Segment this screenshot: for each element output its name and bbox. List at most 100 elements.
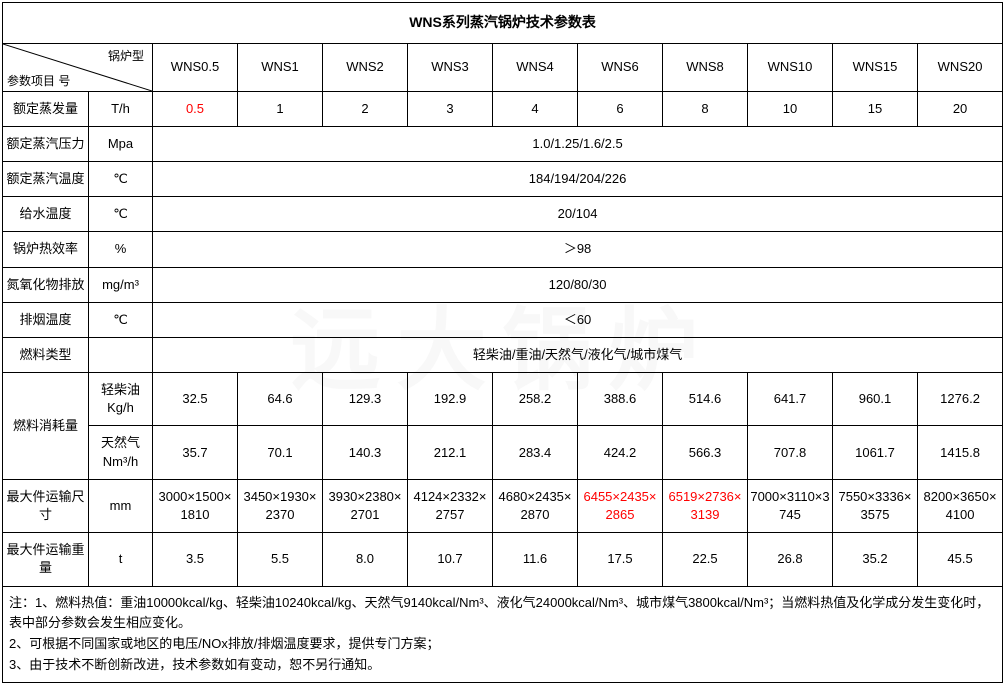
cell: 20 bbox=[918, 91, 1003, 126]
cell: 212.1 bbox=[408, 426, 493, 479]
cell: 10 bbox=[748, 91, 833, 126]
cell: 3.5 bbox=[153, 533, 238, 586]
note-line: 注：1、燃料热值：重油10000kcal/kg、轻柴油10240kcal/kg、… bbox=[9, 595, 989, 631]
row-unit: 天然气Nm³/h bbox=[89, 426, 153, 479]
model-header: WNS8 bbox=[663, 43, 748, 91]
row-unit: mm bbox=[89, 479, 153, 532]
cell: 10.7 bbox=[408, 533, 493, 586]
merged-cell: 120/80/30 bbox=[153, 267, 1003, 302]
table-title: WNS系列蒸汽锅炉技术参数表 bbox=[3, 3, 1003, 44]
cell: 258.2 bbox=[493, 373, 578, 426]
cell: 1415.8 bbox=[918, 426, 1003, 479]
row-label: 额定蒸汽压力 bbox=[3, 126, 89, 161]
row-label: 最大件运输重量 bbox=[3, 533, 89, 586]
notes-row: 注：1、燃料热值：重油10000kcal/kg、轻柴油10240kcal/kg、… bbox=[3, 586, 1003, 682]
header-row: 锅炉型 参数项目 号 WNS0.5 WNS1 WNS2 WNS3 WNS4 WN… bbox=[3, 43, 1003, 91]
cell: 7550×3336×3575 bbox=[833, 479, 918, 532]
cell: 5.5 bbox=[238, 533, 323, 586]
model-header: WNS2 bbox=[323, 43, 408, 91]
cell: 641.7 bbox=[748, 373, 833, 426]
cell: 3000×1500×1810 bbox=[153, 479, 238, 532]
row-unit bbox=[89, 337, 153, 372]
cell: 283.4 bbox=[493, 426, 578, 479]
diag-top-label: 锅炉型 bbox=[108, 48, 144, 65]
model-header: WNS20 bbox=[918, 43, 1003, 91]
row-unit: ℃ bbox=[89, 161, 153, 196]
row-label: 额定蒸汽温度 bbox=[3, 161, 89, 196]
table-row: 额定蒸汽温度 ℃ 184/194/204/226 bbox=[3, 161, 1003, 196]
row-unit: Mpa bbox=[89, 126, 153, 161]
table-row: 最大件运输尺寸 mm 3000×1500×1810 3450×1930×2370… bbox=[3, 479, 1003, 532]
table-row: 最大件运输重量 t 3.5 5.5 8.0 10.7 11.6 17.5 22.… bbox=[3, 533, 1003, 586]
cell: 70.1 bbox=[238, 426, 323, 479]
cell: 6455×2435×2865 bbox=[578, 479, 663, 532]
cell: 1 bbox=[238, 91, 323, 126]
table-row: 给水温度 ℃ 20/104 bbox=[3, 197, 1003, 232]
cell: 0.5 bbox=[153, 91, 238, 126]
table-row: 额定蒸汽压力 Mpa 1.0/1.25/1.6/2.5 bbox=[3, 126, 1003, 161]
title-row: WNS系列蒸汽锅炉技术参数表 bbox=[3, 3, 1003, 44]
model-header: WNS0.5 bbox=[153, 43, 238, 91]
row-label: 氮氧化物排放 bbox=[3, 267, 89, 302]
note-line: 3、由于技术不断创新改进，技术参数如有变动，恕不另行通知。 bbox=[9, 657, 380, 672]
merged-cell: ＞98 bbox=[153, 232, 1003, 267]
cell: 35.2 bbox=[833, 533, 918, 586]
cell: 11.6 bbox=[493, 533, 578, 586]
merged-cell: ＜60 bbox=[153, 302, 1003, 337]
table-row: 额定蒸发量 T/h 0.5 1 2 3 4 6 8 10 15 20 bbox=[3, 91, 1003, 126]
row-unit: ℃ bbox=[89, 302, 153, 337]
table-row: 燃料消耗量 轻柴油Kg/h 32.5 64.6 129.3 192.9 258.… bbox=[3, 373, 1003, 426]
cell: 17.5 bbox=[578, 533, 663, 586]
cell: 22.5 bbox=[663, 533, 748, 586]
cell: 707.8 bbox=[748, 426, 833, 479]
row-unit: 轻柴油Kg/h bbox=[89, 373, 153, 426]
cell: 424.2 bbox=[578, 426, 663, 479]
row-unit: mg/m³ bbox=[89, 267, 153, 302]
model-header: WNS1 bbox=[238, 43, 323, 91]
cell: 4124×2332×2757 bbox=[408, 479, 493, 532]
cell: 8 bbox=[663, 91, 748, 126]
cell: 35.7 bbox=[153, 426, 238, 479]
model-header: WNS10 bbox=[748, 43, 833, 91]
row-unit: T/h bbox=[89, 91, 153, 126]
row-label: 最大件运输尺寸 bbox=[3, 479, 89, 532]
cell: 4680×2435×2870 bbox=[493, 479, 578, 532]
diagonal-header: 锅炉型 参数项目 号 bbox=[3, 43, 153, 91]
merged-cell: 184/194/204/226 bbox=[153, 161, 1003, 196]
row-label: 额定蒸发量 bbox=[3, 91, 89, 126]
model-header: WNS3 bbox=[408, 43, 493, 91]
cell: 4 bbox=[493, 91, 578, 126]
cell: 8200×3650×4100 bbox=[918, 479, 1003, 532]
model-header: WNS6 bbox=[578, 43, 663, 91]
cell: 2 bbox=[323, 91, 408, 126]
cell: 3930×2380×2701 bbox=[323, 479, 408, 532]
cell: 32.5 bbox=[153, 373, 238, 426]
cell: 140.3 bbox=[323, 426, 408, 479]
table-row: 锅炉热效率 % ＞98 bbox=[3, 232, 1003, 267]
note-line: 2、可根据不同国家或地区的电压/NOx排放/排烟温度要求，提供专门方案； bbox=[9, 636, 439, 651]
cell: 129.3 bbox=[323, 373, 408, 426]
table-row: 排烟温度 ℃ ＜60 bbox=[3, 302, 1003, 337]
row-unit: % bbox=[89, 232, 153, 267]
table-row: 燃料类型 轻柴油/重油/天然气/液化气/城市煤气 bbox=[3, 337, 1003, 372]
cell: 192.9 bbox=[408, 373, 493, 426]
cell: 3 bbox=[408, 91, 493, 126]
row-label: 给水温度 bbox=[3, 197, 89, 232]
model-header: WNS15 bbox=[833, 43, 918, 91]
cell: 1276.2 bbox=[918, 373, 1003, 426]
merged-cell: 1.0/1.25/1.6/2.5 bbox=[153, 126, 1003, 161]
cell: 514.6 bbox=[663, 373, 748, 426]
row-label: 锅炉热效率 bbox=[3, 232, 89, 267]
merged-cell: 20/104 bbox=[153, 197, 1003, 232]
cell: 3450×1930×2370 bbox=[238, 479, 323, 532]
cell: 1061.7 bbox=[833, 426, 918, 479]
row-unit: t bbox=[89, 533, 153, 586]
cell: 388.6 bbox=[578, 373, 663, 426]
cell: 8.0 bbox=[323, 533, 408, 586]
notes-cell: 注：1、燃料热值：重油10000kcal/kg、轻柴油10240kcal/kg、… bbox=[3, 586, 1003, 682]
table-row: 天然气Nm³/h 35.7 70.1 140.3 212.1 283.4 424… bbox=[3, 426, 1003, 479]
cell: 6519×2736×3139 bbox=[663, 479, 748, 532]
row-label: 排烟温度 bbox=[3, 302, 89, 337]
model-header: WNS4 bbox=[493, 43, 578, 91]
cell: 960.1 bbox=[833, 373, 918, 426]
